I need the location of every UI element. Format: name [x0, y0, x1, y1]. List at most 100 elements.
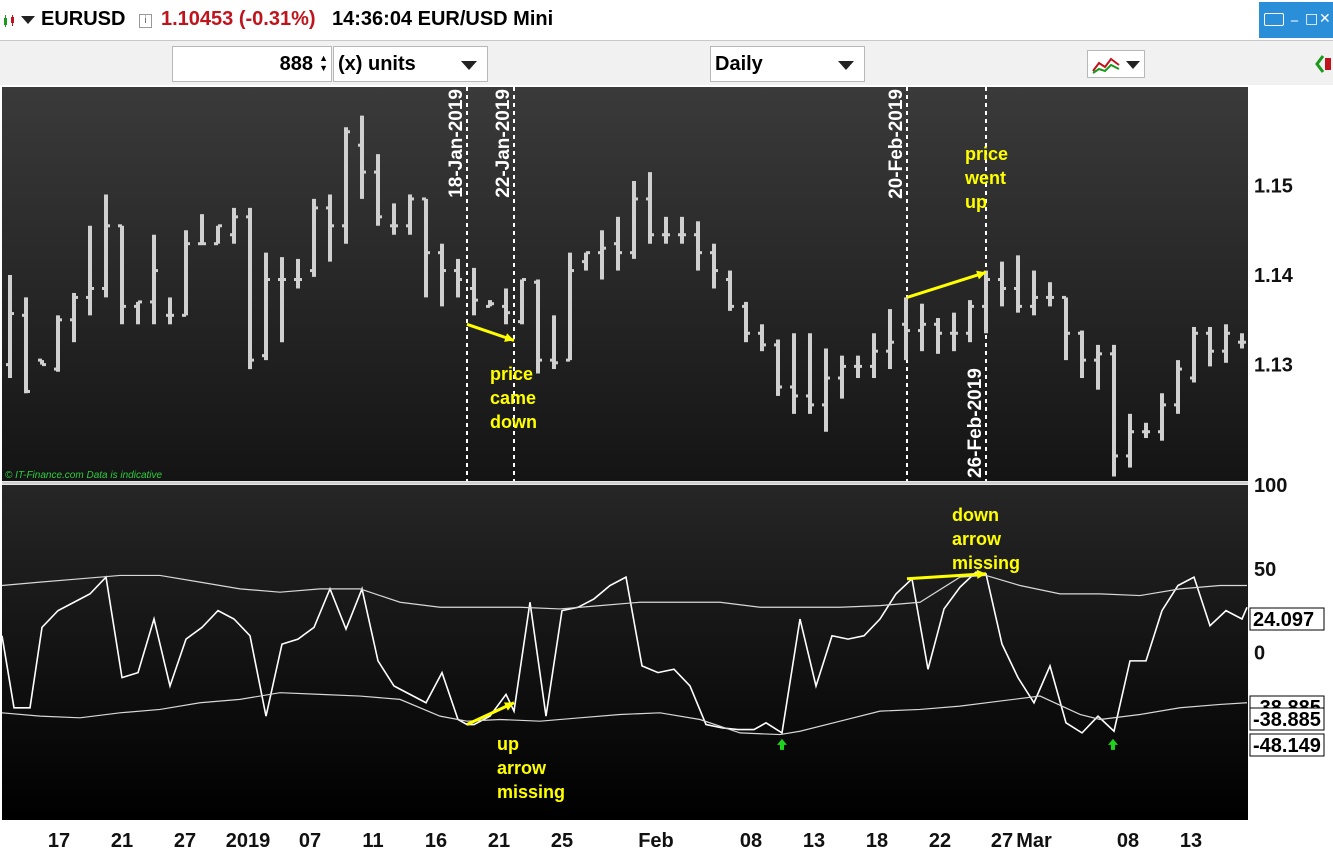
value-tag-label: 24.097	[1253, 609, 1314, 631]
ohlc-bar	[1190, 326, 1198, 383]
ohlc-bar	[230, 207, 238, 244]
ohlc-bar	[614, 216, 622, 271]
time-axis-tick: 25	[551, 830, 573, 852]
ohlc-bar	[6, 275, 14, 379]
ohlc-bar	[822, 348, 830, 432]
ohlc-bar	[86, 225, 94, 316]
ohlc-bar	[774, 339, 782, 396]
annotation-text: down	[490, 412, 537, 432]
ohlc-bar	[182, 230, 190, 317]
time-axis-bg	[0, 820, 1333, 860]
ohlc-bar	[422, 197, 430, 298]
chevron-down-icon[interactable]	[838, 61, 854, 70]
ohlc-bar	[54, 315, 62, 372]
up-arrow-marker	[777, 738, 787, 750]
yellow-arrow	[906, 270, 987, 299]
title-bar: EURUSD i 1.10453 (-0.31%) 14:36:04 EUR/U…	[0, 0, 1333, 41]
ohlc-bar	[1030, 270, 1038, 316]
chart-area[interactable]: price came down price went up down arrow missing…	[0, 85, 1333, 865]
time-axis-tick: 13	[1180, 830, 1202, 852]
ohlc-bar	[710, 243, 718, 289]
chevron-down-icon[interactable]	[1126, 61, 1140, 69]
price-axis-tick: 1.15	[1254, 176, 1293, 198]
annotation-text: up	[965, 192, 987, 212]
value-tag: -38.885	[1249, 707, 1325, 731]
ohlc-bar	[1014, 255, 1022, 313]
toolbar: 888 ▲ ▼ (x) units Daily	[0, 41, 1333, 85]
units-input[interactable]: 888 ▲ ▼	[172, 46, 332, 82]
minimize-icon[interactable]: _	[1291, 6, 1298, 22]
time-axis-tick: 17	[48, 830, 70, 852]
indicator-axis-tick: 0	[1254, 643, 1265, 665]
dropdown-arrow-icon[interactable]	[21, 16, 35, 24]
ohlc-bar	[630, 181, 638, 259]
keyboard-icon[interactable]	[1264, 13, 1284, 26]
time-axis-tick: 2019	[226, 830, 271, 852]
time-axis-tick: 18	[866, 830, 888, 852]
ohlc-bar	[1094, 344, 1102, 390]
time-axis-tick: 07	[299, 830, 321, 852]
band-line	[1, 574, 1247, 610]
yellow-arrow	[466, 322, 515, 342]
units-value[interactable]: 888	[279, 53, 313, 75]
close-icon[interactable]: ✕	[1319, 11, 1331, 27]
ohlc-bar	[838, 355, 846, 399]
ohlc-bar	[326, 194, 334, 262]
up-arrow-marker	[1108, 738, 1118, 750]
units-label: (x) units	[338, 53, 416, 75]
ohlc-bar	[1158, 393, 1166, 441]
ohlc-bar	[1126, 413, 1134, 468]
candlestick-icon[interactable]	[3, 14, 17, 27]
chart-canvas[interactable]: price came down price went up down arrow missing…	[0, 85, 1333, 860]
ohlc-bar	[646, 172, 654, 244]
price-panel-bg	[2, 87, 1248, 481]
time-axis-tick: 08	[1117, 830, 1139, 852]
info-icon[interactable]: i	[139, 14, 152, 28]
ohlc-bar	[70, 292, 78, 343]
date-marker-label: 18-Jan-2019	[446, 89, 467, 198]
ohlc-bar	[486, 300, 494, 308]
ohlc-bar	[758, 324, 766, 352]
ohlc-bar	[534, 279, 542, 374]
ohlc-bar	[1046, 282, 1054, 307]
value-tag-box	[1249, 607, 1325, 631]
ohlc-bar	[870, 333, 878, 379]
indicator-axis-tick: 100	[1254, 475, 1287, 497]
time-description: 14:36:04 EUR/USD Mini	[332, 8, 554, 30]
value-tag: -48.149	[1249, 733, 1325, 757]
yellow-arrow	[466, 701, 515, 726]
chevron-down-icon[interactable]	[461, 61, 477, 70]
time-axis-tick: 27	[174, 830, 196, 852]
period-select[interactable]: Daily	[710, 46, 865, 82]
ohlc-bar	[118, 224, 126, 325]
annotation-text: missing	[497, 782, 565, 802]
ohlc-bar	[1062, 295, 1070, 361]
indicator-panel-bg	[2, 485, 1248, 820]
ohlc-bar	[214, 224, 222, 246]
date-marker-label: 22-Jan-2019	[493, 89, 514, 198]
ohlc-bar	[374, 154, 382, 226]
ohlc-bar	[678, 216, 686, 244]
period-value: Daily	[715, 53, 763, 75]
ohlc-bar	[1142, 422, 1150, 439]
ohlc-bar	[358, 115, 366, 199]
window-controls: _ □ ✕	[1259, 2, 1333, 38]
arrow-head	[976, 270, 986, 280]
ohlc-bar	[294, 258, 302, 289]
units-select[interactable]: (x) units	[333, 46, 488, 82]
side-panel-icon[interactable]	[1315, 54, 1333, 74]
ohlc-bar	[278, 257, 286, 343]
ohlc-bar	[550, 315, 558, 370]
ohlc-bar	[1078, 330, 1086, 379]
indicator-button[interactable]	[1087, 50, 1145, 78]
spinner-icon[interactable]: ▲ ▼	[319, 53, 328, 73]
time-axis-tick: 21	[488, 830, 510, 852]
maximize-icon[interactable]: □	[1305, 11, 1319, 27]
yellow-arrow	[906, 569, 987, 581]
annotation-text: arrow	[952, 529, 1002, 549]
price-axis-tick: 1.13	[1254, 355, 1293, 377]
ohlc-bar	[902, 297, 910, 361]
annotation-text: down	[952, 505, 999, 525]
indicator-chart-icon	[1091, 53, 1123, 81]
ohlc-bar	[982, 270, 990, 334]
